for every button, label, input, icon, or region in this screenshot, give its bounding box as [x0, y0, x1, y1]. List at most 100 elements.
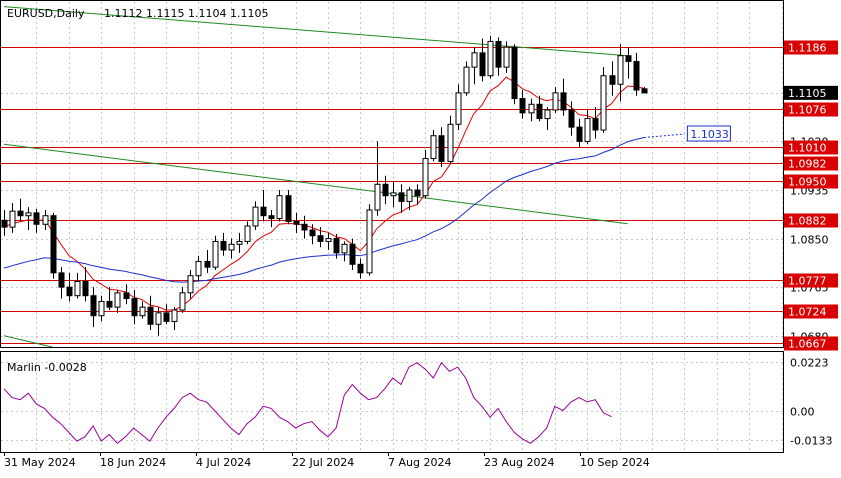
candle-bear: [147, 306, 154, 325]
candle-bear: [309, 229, 316, 237]
candle-bear: [58, 272, 65, 288]
trend-line-lower: [3, 143, 628, 225]
candle-bull: [114, 292, 121, 308]
ma-fast-line: [3, 76, 644, 311]
candle-bull: [487, 40, 494, 77]
candle-bear: [131, 298, 138, 317]
price-panel-frame: [0, 0, 784, 348]
oscillator-line: [3, 361, 612, 444]
price-labels: 1.1186 1.1076 1.1010 1.0982 1.0950 1.0882 1.07…: [686, 40, 838, 351]
candle-bear: [268, 215, 275, 220]
candle-bear: [479, 52, 486, 77]
time-tick-label: 10 Sep 2024: [580, 456, 650, 469]
candle-bull: [422, 158, 429, 197]
level-label-bg: [784, 304, 838, 319]
oscillator-panel: [3, 361, 612, 444]
candle-bull: [374, 183, 381, 211]
candle-bull: [171, 309, 178, 322]
axes: 1.11051.10201.09351.08501.07651.06800.02…: [0, 0, 832, 469]
candle-bull: [617, 55, 624, 85]
candle-bull: [600, 75, 607, 131]
candle-bear: [123, 292, 130, 300]
candle-bull: [212, 240, 219, 268]
candlesticks: [1, 35, 648, 336]
current-price-label: 1.1105: [788, 87, 827, 100]
candle-bull: [139, 306, 146, 317]
candle-bear: [66, 286, 73, 297]
candle-bear: [106, 300, 113, 308]
candle-bear: [633, 60, 640, 91]
chart-header-ohlc: 1.1112 1.1115 1.1104 1.1105: [104, 7, 268, 20]
candle-bull: [325, 238, 332, 242]
candle-bull: [552, 92, 559, 111]
oscillator-tick-label: 0.0223: [790, 357, 829, 370]
candle-bull: [366, 209, 373, 274]
level-label: 1.0950: [788, 176, 827, 189]
ma-slow-projection: [643, 133, 685, 138]
horizontal-levels: [1, 47, 783, 344]
moving-averages: [3, 76, 685, 311]
time-tick-label: 23 Aug 2024: [484, 456, 554, 469]
ma-slow-label: 1.1033: [690, 128, 729, 141]
chart-header-symbol: EURUSD,Daily: [7, 7, 85, 20]
ma-slow-line: [3, 137, 645, 283]
candle-bull: [74, 280, 81, 297]
candle-bear: [560, 92, 567, 111]
candle-bear: [50, 215, 57, 274]
candle-bear: [349, 243, 356, 265]
candle-bear: [568, 109, 575, 128]
level-label-bg: [784, 40, 838, 55]
grid: [1, 2, 783, 452]
time-tick-label: 22 Jul 2024: [292, 456, 354, 469]
level-label: 1.0982: [788, 158, 827, 171]
candle-bull: [471, 52, 478, 68]
level-label: 1.0777: [788, 275, 827, 288]
level-label-bg: [784, 336, 838, 351]
candle-bear: [357, 263, 364, 274]
candle-bear: [592, 118, 599, 131]
level-label-bg: [784, 213, 838, 228]
candle-bull: [42, 215, 49, 225]
candle-bear: [609, 75, 616, 85]
candle-bull: [455, 92, 462, 125]
candle-bear: [576, 126, 583, 142]
level-label: 1.0724: [788, 306, 827, 319]
candle-bear: [519, 98, 526, 114]
candle-bear: [220, 240, 227, 251]
candle-bear: [33, 212, 40, 225]
level-label: 1.1010: [788, 142, 827, 155]
level-label: 1.0882: [788, 215, 827, 228]
candle-bull: [406, 189, 413, 202]
candle-bear: [163, 312, 170, 322]
candle-bull: [584, 118, 591, 142]
oscillator-panel-frame: [0, 351, 784, 453]
oscillator-tick-label: -0.0133: [790, 435, 832, 448]
candle-bull: [244, 225, 251, 242]
candle-bull: [228, 243, 235, 251]
candle-bull: [528, 103, 535, 114]
candle-bear: [398, 192, 405, 202]
time-tick-label: 18 Jun 2024: [100, 456, 166, 469]
candle-bull: [236, 240, 243, 245]
candle-bull: [98, 300, 105, 317]
level-label-bg: [784, 140, 838, 155]
candle-bear: [495, 40, 502, 68]
oscillator-title: Marlin -0.0028: [7, 361, 87, 374]
candle-bear: [82, 280, 89, 297]
candle-bull: [430, 135, 437, 160]
level-label-bg: [784, 102, 838, 117]
time-tick-label: 31 May 2024: [4, 456, 76, 469]
candle-bull: [195, 260, 202, 277]
level-label-bg: [784, 174, 838, 189]
trend-line-bottom: [3, 335, 53, 348]
candle-bull: [463, 66, 470, 94]
candle-bull: [252, 206, 259, 227]
candle-bear: [625, 55, 632, 62]
candle-bull: [544, 109, 551, 120]
time-tick-label: 7 Aug 2024: [388, 456, 451, 469]
candle-bear: [204, 260, 211, 268]
candle-bull: [155, 312, 162, 325]
level-label: 1.0667: [788, 338, 827, 351]
candle-bear: [1, 219, 8, 228]
